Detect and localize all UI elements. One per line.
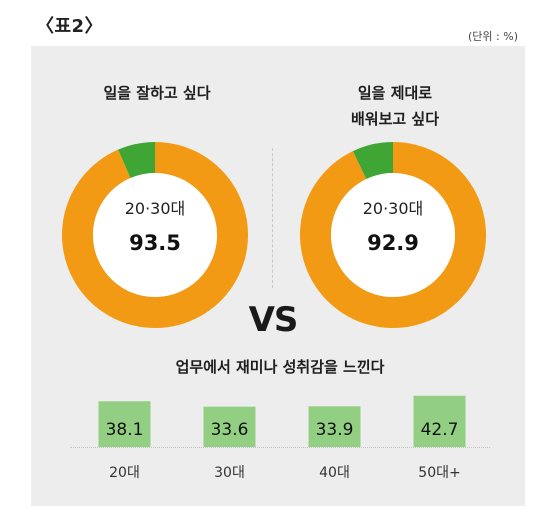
bar-baseline [70,447,490,448]
donut-right-slice-other [352,142,393,180]
bar-value-label: 42.7 [421,420,459,440]
donut-right-slice-main [300,142,486,328]
donut-right-title: 일을 제대로 배워보고 싶다 [300,80,490,132]
donut-left-slice-other [118,142,155,179]
bar-3 [308,406,361,447]
bar-value-label: 33.9 [316,420,354,440]
donut-chart-right: 20·30대 92.9 [300,142,486,328]
donut-right-title-line2: 배워보고 싶다 [350,110,440,128]
donut-left-center-label: 20·30대 [125,199,186,218]
bar-chart-title: 업무에서 재미나 성취감을 느낀다 [175,358,385,376]
donut-right-center [331,173,455,297]
donut-right-center-label: 20·30대 [363,199,424,218]
donut-left-title: 일을 잘하고 싶다 [62,80,252,106]
unit-label: (단위 : %) [468,30,518,43]
donut-left-value-label: 93.5 [129,231,181,255]
donut-left-title-text: 일을 잘하고 싶다 [103,84,211,102]
donut-left-center [93,173,217,297]
bar-category-label: 30대 [214,465,245,481]
bar-category-label: 20대 [109,465,140,481]
bar-4 [413,395,466,447]
donut-left-slice-main [61,142,248,328]
divider-line [272,148,273,288]
bar-category-label: 40대 [319,465,350,481]
bar-category-label: 50대+ [418,465,460,481]
bar-value-label: 33.6 [211,420,249,440]
donut-right-value-label: 92.9 [367,231,419,255]
bar-2 [203,406,256,447]
bar-chart: 38.1 20대 33.6 30대 33.9 40대 42.7 50대+ [98,395,466,481]
donut-chart-left: 20·30대 93.5 [61,142,248,328]
vs-label: VS [248,300,299,340]
bar-value-label: 38.1 [106,420,144,440]
donut-right-title-line1: 일을 제대로 [357,84,433,102]
table-title: 〈표2〉 [36,16,104,37]
bar-1 [98,401,151,447]
